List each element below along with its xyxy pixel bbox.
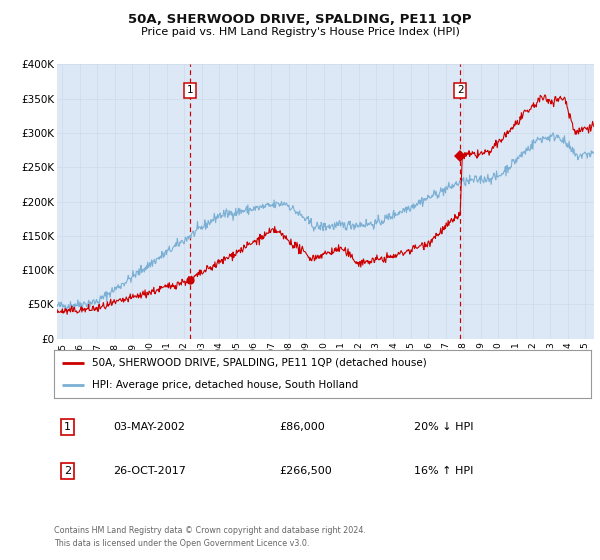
Text: Contains HM Land Registry data © Crown copyright and database right 2024.: Contains HM Land Registry data © Crown c… bbox=[54, 526, 366, 535]
Text: 03-MAY-2002: 03-MAY-2002 bbox=[113, 422, 185, 432]
Text: HPI: Average price, detached house, South Holland: HPI: Average price, detached house, Sout… bbox=[92, 380, 358, 390]
Text: 50A, SHERWOOD DRIVE, SPALDING, PE11 1QP: 50A, SHERWOOD DRIVE, SPALDING, PE11 1QP bbox=[128, 13, 472, 26]
Text: £266,500: £266,500 bbox=[280, 466, 332, 476]
Text: 1: 1 bbox=[187, 86, 194, 95]
Text: 20% ↓ HPI: 20% ↓ HPI bbox=[414, 422, 473, 432]
Text: This data is licensed under the Open Government Licence v3.0.: This data is licensed under the Open Gov… bbox=[54, 539, 310, 548]
Text: 2: 2 bbox=[457, 86, 463, 95]
Text: 50A, SHERWOOD DRIVE, SPALDING, PE11 1QP (detached house): 50A, SHERWOOD DRIVE, SPALDING, PE11 1QP … bbox=[92, 358, 427, 368]
Text: £86,000: £86,000 bbox=[280, 422, 325, 432]
Text: Price paid vs. HM Land Registry's House Price Index (HPI): Price paid vs. HM Land Registry's House … bbox=[140, 27, 460, 38]
Text: 16% ↑ HPI: 16% ↑ HPI bbox=[414, 466, 473, 476]
Text: 1: 1 bbox=[64, 422, 71, 432]
Text: 26-OCT-2017: 26-OCT-2017 bbox=[113, 466, 186, 476]
Text: 2: 2 bbox=[64, 466, 71, 476]
